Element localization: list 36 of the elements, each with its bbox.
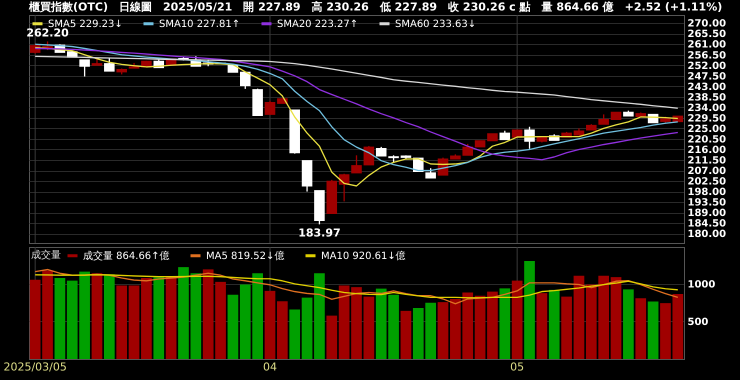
y-tick-label: 198.00 [688, 187, 726, 198]
y-tick-label: 184.50 [688, 218, 726, 230]
legend-label: MA5 819.52↓億 [206, 250, 284, 262]
y-tick-label: 229.50 [688, 113, 726, 124]
y-tick-label: 220.50 [688, 134, 726, 146]
y-tick-label: 207.00 [688, 166, 726, 178]
y-tick-label: 234.00 [688, 102, 726, 114]
y-tick-label: 256.50 [688, 50, 726, 62]
y-tick-label: 189.00 [688, 208, 726, 220]
x-tick-label: 2025/03/05 [3, 360, 67, 374]
legend-label: SMA10 227.81↑ [159, 18, 240, 30]
y-tick-label: 238.50 [688, 92, 726, 104]
legend-label: 成交量 864.66↑億 [83, 250, 170, 262]
legend-label: SMA20 223.27↑ [277, 18, 358, 30]
annotation: 262.20 [26, 26, 70, 40]
annotation: 183.97 [298, 226, 341, 240]
y-tick-label: 216.00 [688, 144, 726, 156]
y-tick-label: 265.50 [688, 29, 726, 40]
x-tick-label: 05 [510, 360, 524, 374]
y-tick-label: 1000 [688, 279, 716, 290]
y-tick-label: 211.50 [688, 155, 726, 166]
legend-title: 成交量 [31, 249, 61, 261]
y-tick-label: 270.00 [688, 18, 726, 30]
y-tick-label: 180.00 [688, 229, 726, 240]
y-tick-label: 247.50 [688, 71, 726, 82]
y-tick-label: 243.00 [688, 82, 726, 93]
x-tick-label: 04 [262, 360, 277, 374]
y-tick-label: 225.00 [688, 124, 726, 135]
y-tick-label: 261.00 [688, 40, 726, 51]
y-tick-label: 252.00 [688, 60, 726, 72]
y-tick-label: 193.50 [688, 198, 726, 209]
legend-label: SMA60 233.63↓ [395, 18, 476, 30]
y-tick-label: 202.50 [688, 176, 726, 188]
chart-title: 櫃買指數(OTC) 日線圖 2025/05/21 開 227.89 高 230.26 低 227.89 收 230.26 c 點 量 864.66 億 +2.52 (+1.11%) [28, 0, 722, 14]
y-tick-label: 500 [688, 316, 708, 328]
legend-label: MA10 920.61↓億 [321, 250, 406, 262]
